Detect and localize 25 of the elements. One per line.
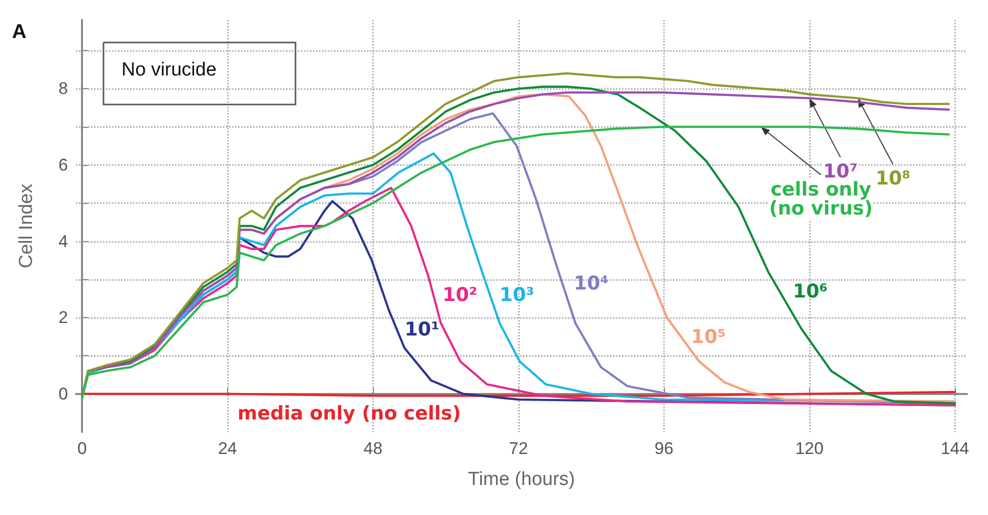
text: 10⁸ bbox=[876, 168, 910, 190]
x-axis-title: Time (hours) bbox=[468, 469, 575, 490]
y-tick-label: 4 bbox=[58, 232, 68, 251]
series-label: 10² bbox=[442, 284, 478, 306]
series-label: media only (no cells) bbox=[238, 402, 461, 424]
text: cells only (no virus) bbox=[769, 178, 873, 220]
annotation: No virucide bbox=[122, 60, 217, 80]
x-tick-label: 72 bbox=[509, 439, 528, 458]
x-tick-label: 120 bbox=[795, 439, 824, 458]
y-tick-label: 6 bbox=[58, 155, 68, 174]
x-tick-label: 48 bbox=[364, 439, 382, 458]
x-tick-label: 0 bbox=[77, 439, 87, 458]
y-tick-label: 8 bbox=[58, 79, 68, 98]
series-label: 10¹ bbox=[404, 318, 440, 340]
y-tick-label: 2 bbox=[58, 308, 68, 328]
series-label: 10⁵ bbox=[691, 326, 726, 348]
series-label: 10³ bbox=[499, 284, 534, 306]
x-tick-label: 24 bbox=[218, 439, 237, 458]
y-axis-title: Cell Index bbox=[16, 183, 37, 268]
series-label: 10⁴ bbox=[574, 272, 609, 295]
y-tick-label: 0 bbox=[58, 384, 68, 404]
x-tick-label: 96 bbox=[654, 439, 674, 458]
text: A bbox=[12, 21, 26, 43]
series-label: 10⁶ bbox=[792, 280, 828, 302]
x-tick-label: 144 bbox=[940, 439, 970, 458]
